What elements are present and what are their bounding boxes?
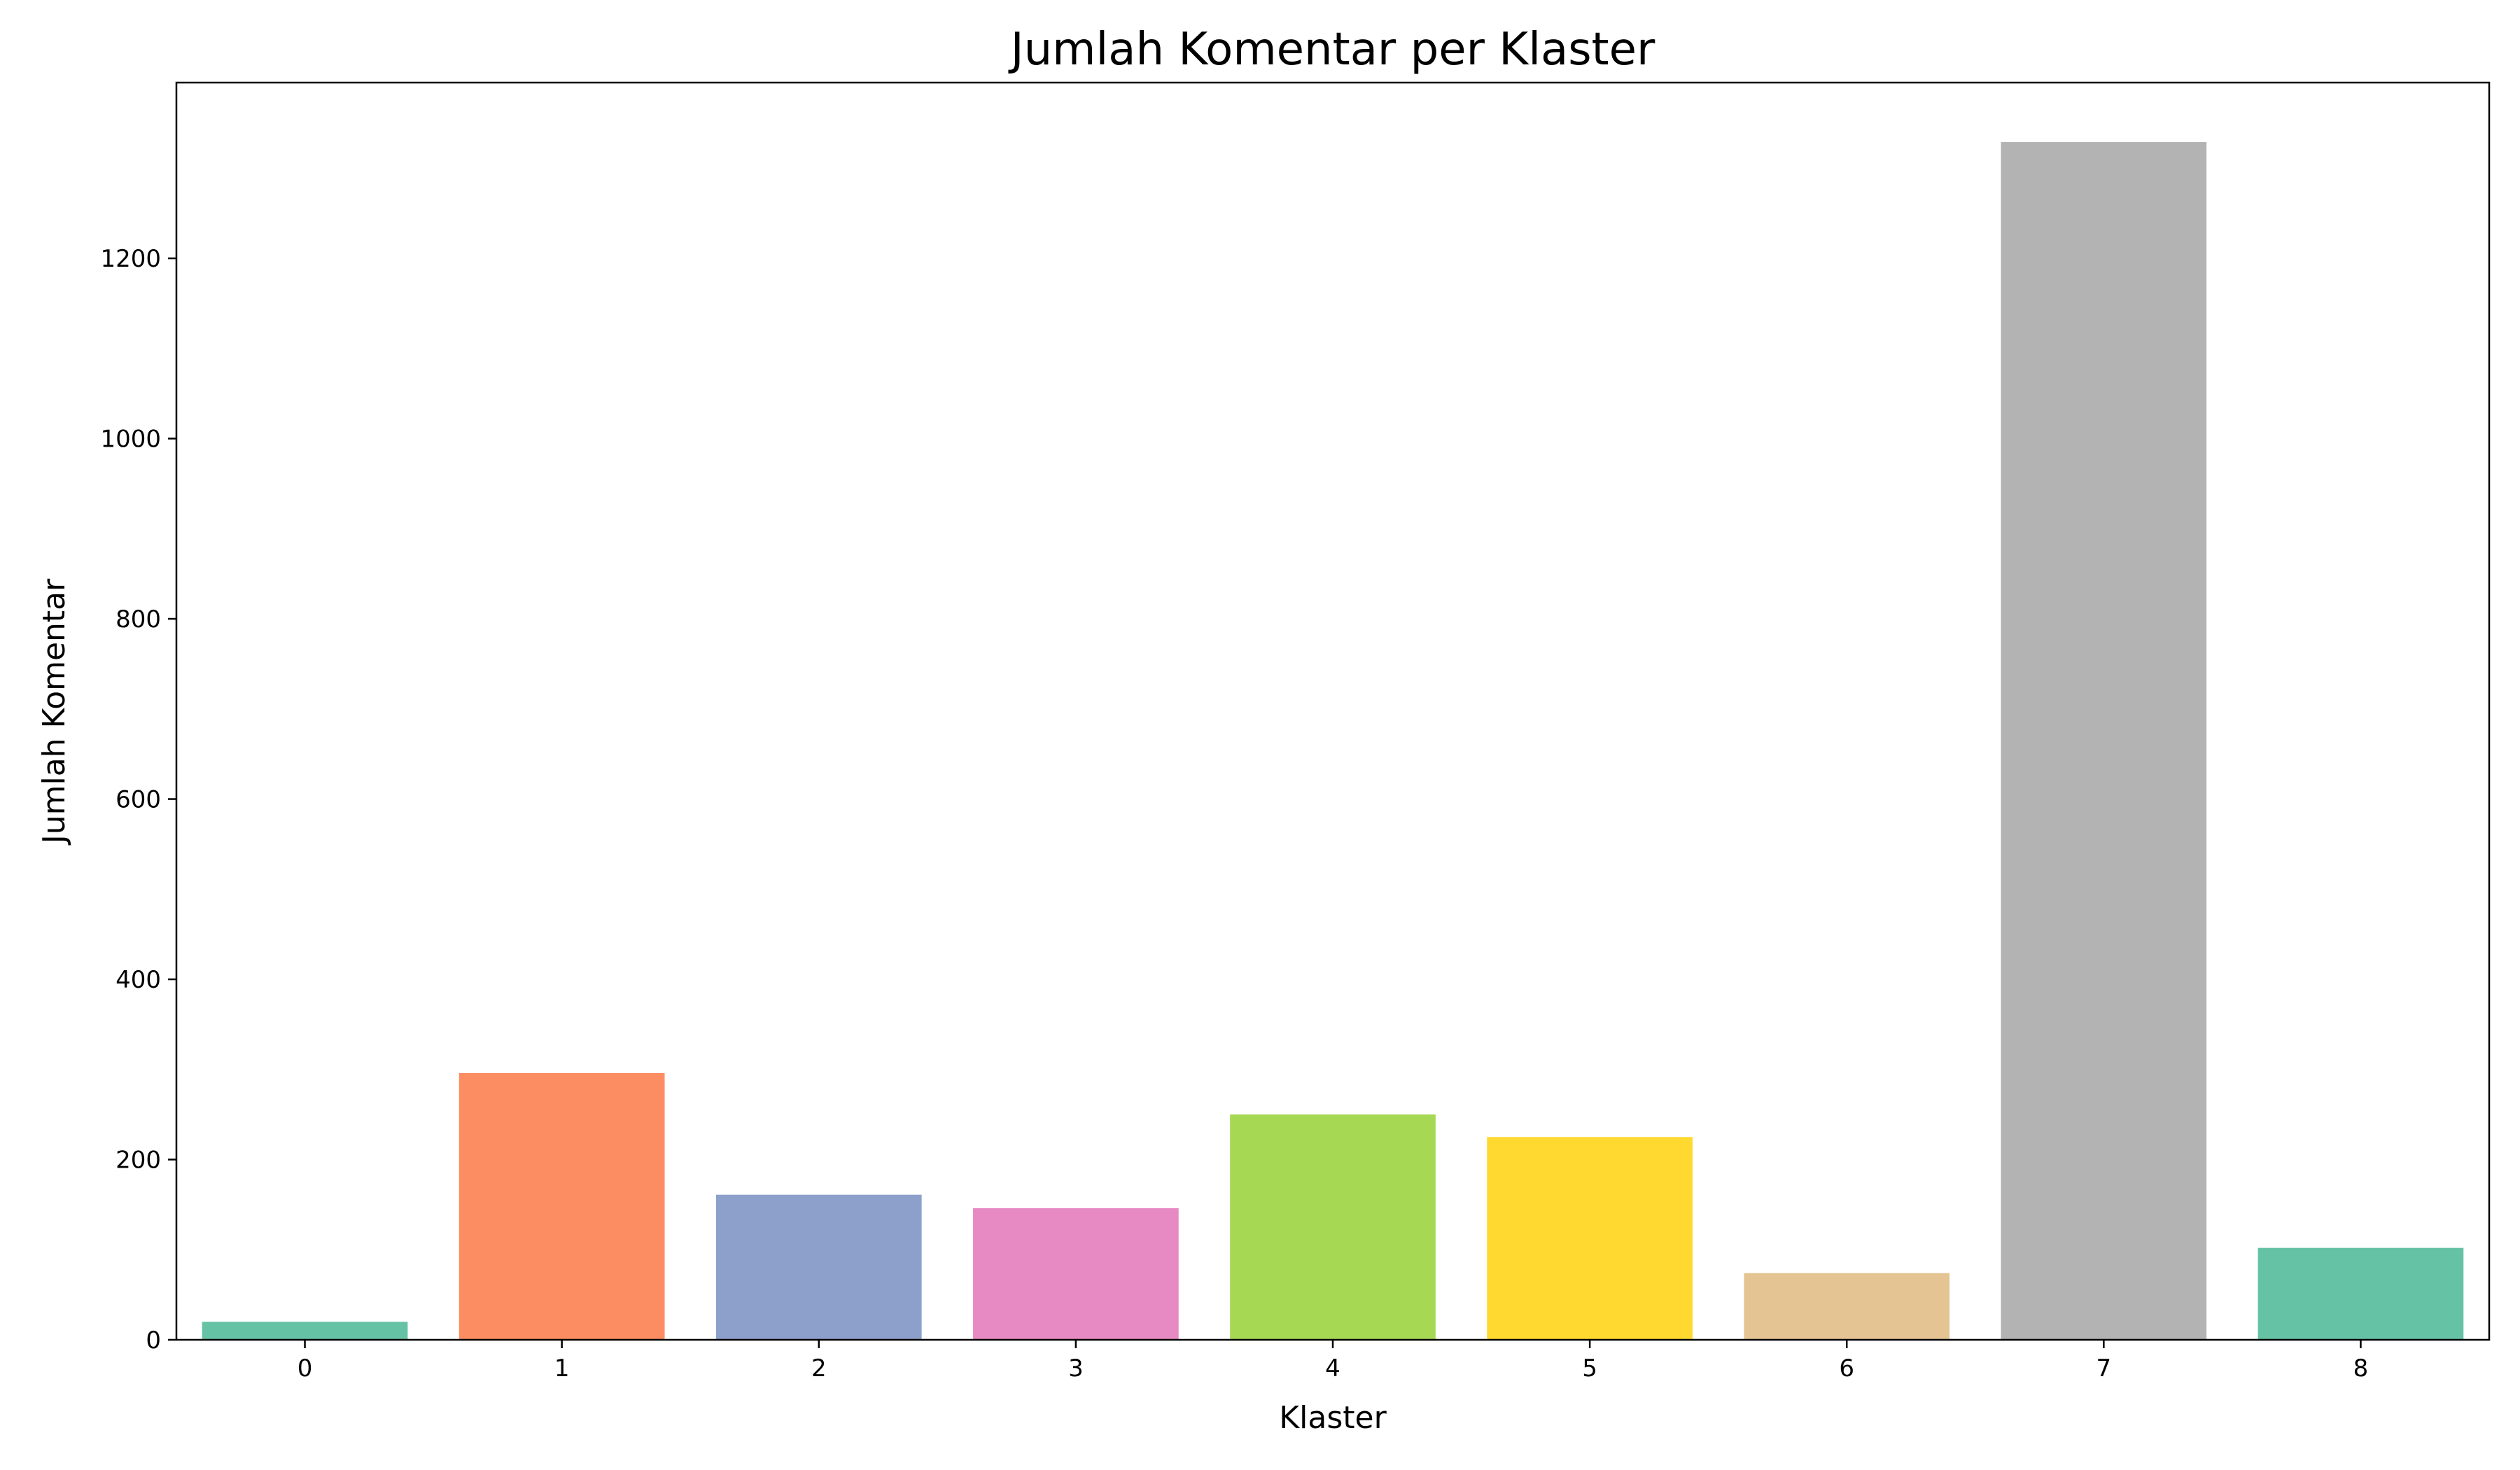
y-tick-label: 0	[146, 1326, 161, 1354]
y-tick-label: 200	[115, 1147, 161, 1175]
bar-klaster-5	[1487, 1137, 1693, 1340]
y-axis-ticks: 0 200 400 600 800 1000 1200	[100, 245, 176, 1354]
x-tick-label: 6	[1839, 1354, 1854, 1382]
x-tick-label: 8	[2353, 1354, 2369, 1382]
y-tick-label: 400	[115, 966, 161, 994]
bar-klaster-2	[715, 1194, 922, 1340]
x-tick-label: 0	[298, 1354, 313, 1382]
bar-klaster-3	[973, 1208, 1179, 1340]
y-tick-label: 1000	[100, 426, 161, 454]
bars-layer	[202, 141, 2464, 1340]
x-tick-label: 7	[2096, 1354, 2112, 1382]
y-tick-label: 1200	[100, 245, 161, 273]
y-tick-label: 800	[115, 606, 161, 634]
bar-klaster-7	[2001, 141, 2207, 1340]
x-axis-ticks: 0 1 2 3 4 5 6 7 8	[298, 1340, 2369, 1382]
plot-frame	[175, 81, 2491, 1341]
x-tick-label: 3	[1068, 1354, 1084, 1382]
bar-klaster-1	[458, 1072, 665, 1340]
bar-klaster-6	[1744, 1273, 1950, 1340]
x-tick-label: 2	[811, 1354, 827, 1382]
bar-klaster-8	[2258, 1247, 2464, 1340]
x-tick-label: 4	[1325, 1354, 1340, 1382]
x-tick-label: 5	[1582, 1354, 1597, 1382]
y-tick-label: 600	[115, 786, 161, 814]
bar-klaster-4	[1230, 1114, 1436, 1340]
chart-title: Jumlah Komentar per Klaster	[1008, 24, 1656, 76]
bar-klaster-0	[202, 1322, 408, 1340]
y-axis-title: Jumlah Komentar	[36, 578, 72, 846]
x-axis-title: Klaster	[1279, 1400, 1387, 1436]
x-tick-label: 1	[554, 1354, 570, 1382]
